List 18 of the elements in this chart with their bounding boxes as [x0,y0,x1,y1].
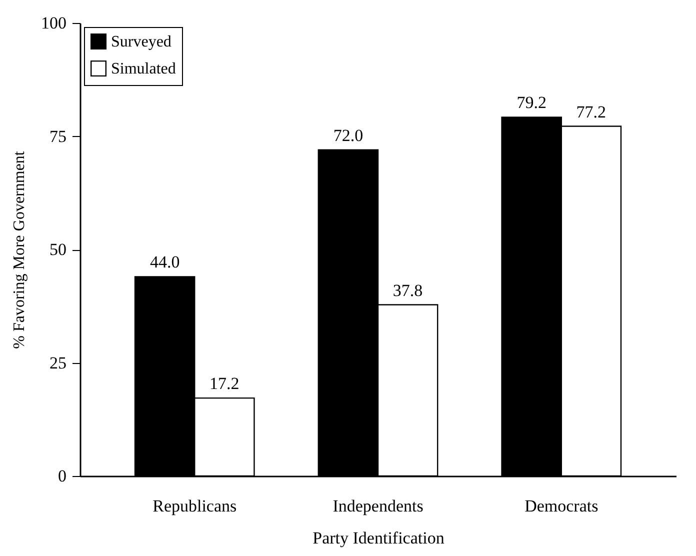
y-tick-label: 100 [41,14,66,32]
data-label: 77.2 [576,102,606,122]
y-tick-label: 25 [50,353,66,372]
data-label: 72.0 [333,126,364,145]
x-tick-label: Republicans [152,496,237,516]
x-tick-label: Independents [332,496,424,516]
data-label: 79.2 [516,93,546,112]
x-tick-label: Democrats [524,496,598,516]
y-axis-title: % Favoring More Government [11,150,28,349]
x-axis-title: Party Identification [312,528,445,548]
data-label: 44.0 [150,252,180,272]
data-label: 37.8 [392,280,423,300]
y-tick-label: 50 [50,240,66,259]
y-tick-label: 75 [50,126,66,146]
y-tick-label: 0 [58,466,66,486]
data-label: 17.2 [210,374,240,394]
legend-label: Surveyed [111,34,172,50]
legend-label: Simulated [111,60,176,78]
